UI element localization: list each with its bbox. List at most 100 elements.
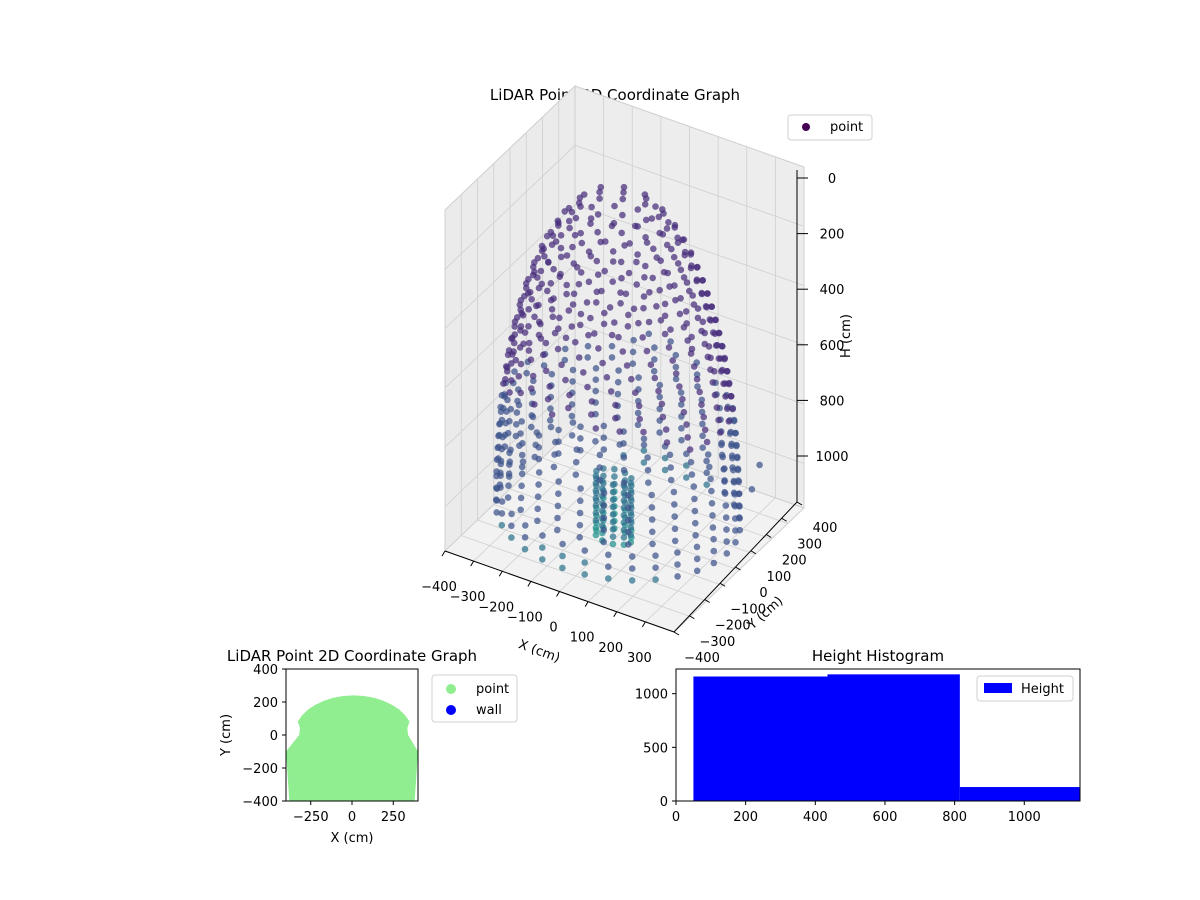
chart-3d-point (584, 342, 592, 350)
chart-3d-point (600, 526, 608, 534)
chart-3d-point (523, 284, 530, 292)
chart-2d-title: LiDAR Point 2D Coordinate Graph (227, 647, 477, 665)
chart-3d-point (587, 220, 594, 227)
chart-3d-point (575, 280, 583, 288)
chart-3d-point (710, 547, 718, 555)
chart-3d-point (710, 535, 717, 543)
chart-2d-legend-label-point: point (476, 682, 509, 697)
chart-3d-point (622, 290, 630, 298)
chart-3d-point (704, 290, 711, 297)
chart-2d-xlabel: X (cm) (331, 831, 374, 846)
chart-3d-point (565, 204, 573, 212)
chart-3d-point (721, 355, 728, 363)
chart-3d-point (498, 416, 506, 424)
chart-3d-point (505, 482, 512, 490)
chart-3d-point (558, 361, 565, 369)
chart-3d-point (517, 360, 525, 368)
chart-3d-point (568, 432, 576, 439)
chart-3d-point (748, 486, 756, 493)
chart-3d-point (554, 345, 562, 353)
chart-3d-point (580, 369, 587, 376)
chart-3d-point (703, 457, 710, 465)
chart-3d-point (655, 387, 662, 395)
chart-3d-point (706, 316, 714, 323)
chart-histogram-x-tick-label: 400 (803, 810, 828, 825)
chart-3d-point (576, 521, 584, 529)
chart-3d-point (670, 253, 678, 261)
chart-3d-point (614, 378, 622, 386)
chart-3d-point (626, 240, 633, 247)
chart-3d-point (620, 497, 628, 504)
chart-3d-point (545, 258, 552, 266)
chart-2d-point-cluster (286, 695, 418, 801)
chart-3d-point (616, 441, 623, 448)
chart-histogram-y-tick-label: 500 (643, 741, 668, 756)
chart-3d-point (631, 222, 639, 230)
chart-3d-point (497, 469, 504, 477)
chart-3d-point (692, 519, 699, 527)
chart-3d-point (608, 342, 616, 350)
chart-3d-point (660, 268, 668, 276)
chart-3d-point (635, 319, 642, 327)
chart-3d-point (518, 470, 526, 478)
chart-3d-point (537, 267, 545, 275)
chart-3d-point (596, 476, 603, 484)
chart-3d-point (684, 337, 691, 344)
chart-3d-point (493, 497, 501, 504)
chart-3d-point (566, 224, 573, 232)
chart-3d-point (688, 471, 696, 478)
chart-3d-point (680, 274, 688, 281)
chart-3d-point (519, 458, 527, 466)
chart-3d-point (615, 367, 622, 374)
chart-3d-point (592, 524, 600, 531)
chart-3d-point (596, 195, 603, 202)
chart-3d-point (498, 445, 506, 453)
chart-3d-point (592, 487, 600, 494)
chart-3d-point (674, 561, 681, 568)
chart-3d-point (587, 215, 595, 222)
chart-3d-point (694, 263, 701, 271)
chart-3d-point (703, 469, 710, 477)
chart-3d-point (534, 517, 541, 525)
chart-3d-point (611, 202, 618, 210)
chart-histogram-bars (693, 674, 1080, 801)
chart-3d-point (706, 463, 713, 471)
chart-3d-point (557, 244, 565, 252)
chart-3d-point (712, 342, 720, 349)
chart-3d-x-tick-mark (527, 581, 532, 587)
chart-3d-point (535, 318, 543, 326)
chart-3d-point (549, 313, 557, 321)
chart-3d-point (661, 312, 669, 320)
chart-3d-point (691, 495, 698, 503)
chart-3d-point (609, 481, 617, 489)
chart-3d-point (707, 366, 714, 374)
chart-3d-point (693, 567, 701, 575)
chart-3d-point (496, 481, 504, 489)
chart-3d-point (620, 534, 628, 541)
chart-histogram-x-tick-label: 0 (672, 810, 680, 825)
chart-3d-z-tick-label: 200 (820, 228, 845, 243)
chart-3d-point (599, 507, 606, 515)
chart-3d-point (644, 454, 651, 461)
chart-3d-points (492, 183, 763, 584)
chart-2d-x-tick-label: −250 (293, 810, 329, 825)
chart-3d-point (518, 418, 525, 425)
chart-2d-y-tick-label: 400 (253, 663, 278, 678)
chart-3d-point (562, 345, 569, 353)
chart-histogram-x-tick-label: 200 (733, 810, 758, 825)
chart-3d-point (656, 381, 664, 389)
chart-3d-point (650, 367, 658, 375)
chart-3d-point (698, 289, 705, 297)
chart-3d-point (573, 446, 581, 453)
chart-3d-point (671, 513, 678, 520)
chart-3d-point (734, 454, 741, 462)
chart-3d-point (699, 432, 706, 440)
chart-3d-point (684, 434, 691, 441)
chart-3d-point (722, 514, 730, 521)
chart-3d-x-tick-label: 100 (570, 631, 595, 646)
chart-3d-point (636, 415, 643, 423)
chart-3d-point (701, 340, 709, 348)
chart-3d-point (632, 389, 639, 397)
chart-3d-point (677, 266, 685, 274)
chart-3d-point (707, 475, 714, 483)
